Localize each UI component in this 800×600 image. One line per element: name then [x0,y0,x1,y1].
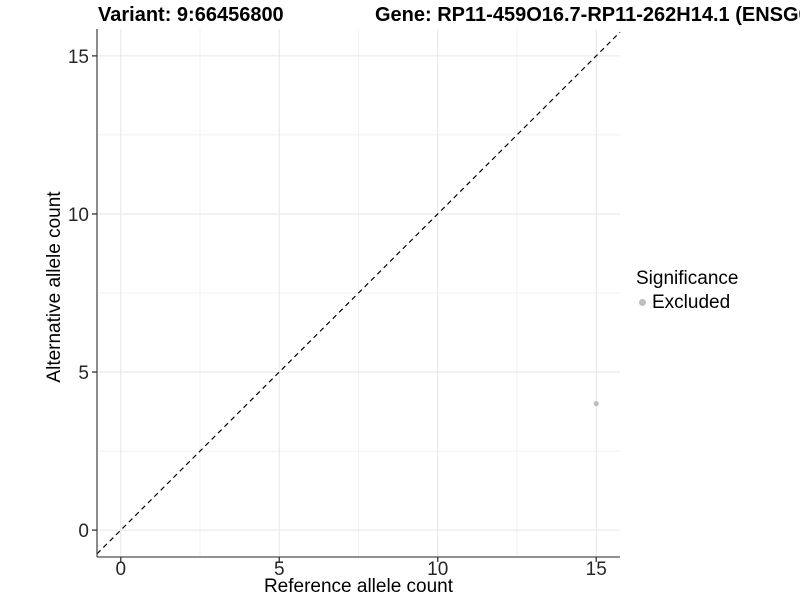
legend-title: Significance [636,268,739,289]
y-tick-label: 10 [68,205,89,226]
x-tick-label: 15 [586,559,607,580]
x-tick-label: 0 [115,559,126,580]
plot-title-variant: Variant: 9:66456800 [98,4,284,26]
legend-item-label: Excluded [652,292,731,313]
x-tick-label: 5 [274,559,285,580]
y-tick-label: 5 [78,363,89,384]
identity-dashed-line [96,31,621,555]
legend-point-icon [639,299,646,306]
legend: Significance Excluded [636,268,738,313]
x-tick-label: 10 [427,559,448,580]
plot-title-gene: Gene: RP11-459O16.7-RP11-262H14.1 (ENSG0 [375,4,800,26]
x-axis-title: Reference allele count [264,576,454,597]
y-axis-title: Alternative allele count [44,191,65,383]
legend-item-excluded: Excluded [636,292,738,313]
data-point [593,401,599,407]
y-tick-label: 15 [68,47,89,68]
y-tick-label: 0 [78,521,89,542]
